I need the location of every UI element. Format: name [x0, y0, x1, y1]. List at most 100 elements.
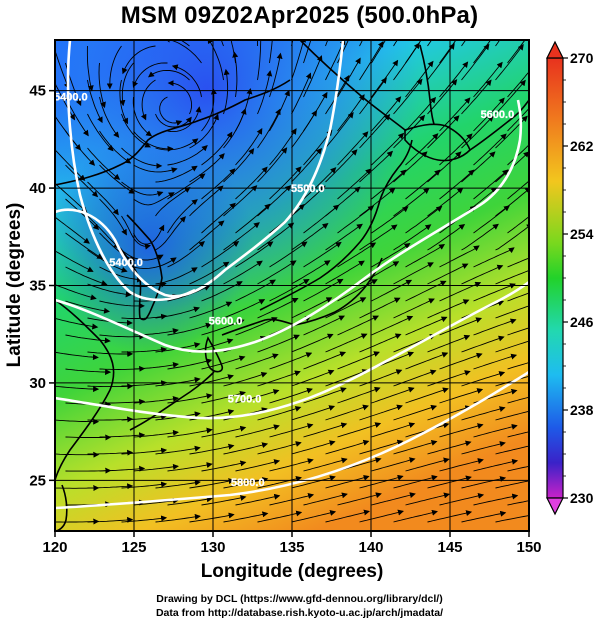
streamline-arrow — [257, 297, 299, 319]
streamline-arrow — [121, 447, 168, 455]
coastline-russia — [299, 40, 406, 131]
streamline-arrow — [461, 151, 496, 183]
colorbar-tick-label: 230 — [570, 490, 594, 506]
streamline-arrow — [121, 147, 163, 169]
streamline-arrow — [99, 198, 127, 236]
streamline-arrow — [235, 241, 274, 268]
streamline-arrow — [121, 313, 168, 320]
streamline-arrow — [167, 199, 198, 234]
streamline-arrow — [473, 318, 517, 336]
streamline-arrow — [121, 45, 156, 75]
streamline-arrow — [325, 112, 354, 149]
streamline-arrow — [87, 147, 121, 180]
streamline-arrow — [371, 315, 414, 336]
streamline-arrow — [257, 475, 302, 489]
streamline-arrow — [473, 97, 505, 132]
streamline-arrow — [167, 462, 213, 472]
streamline-arrow — [507, 107, 529, 132]
x-axis-ticks: 120 125 130 135 140 145 150 — [42, 531, 542, 556]
streamline-arrow — [235, 459, 281, 472]
y-axis-label: Latitude (degrees) — [4, 203, 25, 368]
streamline-arrow — [507, 431, 529, 438]
streamline-arrow — [473, 133, 507, 166]
streamline-arrow — [461, 510, 507, 523]
streamline-arrow — [325, 509, 370, 523]
streamline-arrow — [65, 300, 110, 314]
plot-area: 5400.0 5400.0 5500.0 5600.0 5700.0 5600.0 5800… — [55, 40, 574, 531]
streamline-arrow — [337, 386, 381, 404]
streamline-arrow — [439, 458, 484, 472]
x-tick-label: 120 — [42, 539, 67, 556]
streamline-arrow — [201, 88, 217, 132]
streamline-arrow — [167, 80, 193, 115]
streamline-arrow — [65, 368, 112, 376]
streamline-arrow — [495, 410, 529, 421]
streamline-arrow — [461, 335, 505, 353]
streamline-arrow — [133, 192, 175, 206]
contour-5400-west — [66, 40, 196, 302]
streamline-arrow — [269, 387, 313, 404]
colorbar-tick-label: 262 — [570, 138, 594, 154]
streamline-arrow — [189, 374, 234, 387]
streamline-arrow — [359, 333, 402, 353]
streamline-arrow — [65, 266, 108, 286]
colorbar-gradient — [546, 57, 564, 499]
streamline-arrow — [461, 264, 504, 285]
y-tick-label: 30 — [29, 375, 46, 392]
streamline-arrow — [393, 78, 423, 115]
streamline-arrow — [439, 169, 475, 200]
streamline-arrow — [371, 243, 411, 268]
streamline-arrow — [337, 279, 378, 302]
streamline-arrow — [337, 351, 380, 370]
streamline-arrow — [87, 79, 103, 124]
y-tick-label: 45 — [29, 83, 46, 100]
y-tick-label: 25 — [29, 472, 46, 489]
streamline-arrow — [371, 279, 413, 302]
streamline-arrow — [121, 249, 164, 261]
streamline-arrow — [257, 40, 264, 81]
streamline-arrow — [99, 432, 146, 439]
x-tick-label: 130 — [200, 539, 225, 556]
height-contours — [55, 40, 529, 510]
streamline-arrow — [405, 457, 450, 472]
streamline-arrow — [155, 479, 201, 489]
streamline-arrow — [473, 283, 516, 302]
streamline-arrow — [223, 222, 260, 251]
streamline-arrow — [303, 40, 312, 64]
streamline-arrow — [530, 515, 574, 523]
contour-5700 — [55, 280, 529, 420]
streamline-arrow — [303, 387, 347, 404]
streamline-arrow — [291, 333, 334, 353]
streamline-arrow — [269, 166, 302, 200]
streamline-arrow — [65, 164, 99, 198]
streamline-arrow — [257, 370, 301, 387]
streamline-arrow — [257, 108, 281, 149]
streamline-arrow — [291, 405, 336, 421]
streamline-arrow — [189, 153, 225, 183]
streamline-arrow — [201, 495, 247, 506]
streamline-arrow — [359, 150, 394, 183]
streamline-arrow — [359, 439, 404, 455]
contour-label: 5800.0 — [231, 477, 265, 489]
colorbar-max-arrow — [546, 40, 564, 59]
streamline-arrow — [189, 478, 235, 489]
streamline-arrow — [269, 352, 313, 370]
streamline-arrow — [133, 130, 174, 152]
streamline-arrow — [439, 388, 484, 404]
contour-label: 5400.0 — [109, 257, 143, 269]
y-tick-label: 40 — [29, 180, 46, 197]
streamline-arrow — [223, 260, 263, 285]
streamline-arrow — [405, 169, 441, 200]
streamline-arrow — [427, 224, 466, 251]
streamline-arrow — [269, 241, 308, 268]
streamline-arrow — [393, 474, 438, 489]
streamline-arrow — [461, 441, 506, 455]
streamline-arrow — [303, 457, 348, 472]
contour-label: 5600.0 — [481, 109, 515, 121]
streamline-arrow — [55, 149, 86, 181]
streamline-arrow — [269, 493, 315, 506]
streamline-arrow — [189, 512, 235, 523]
streamline-arrow — [201, 131, 233, 166]
streamline-arrow — [393, 298, 435, 319]
